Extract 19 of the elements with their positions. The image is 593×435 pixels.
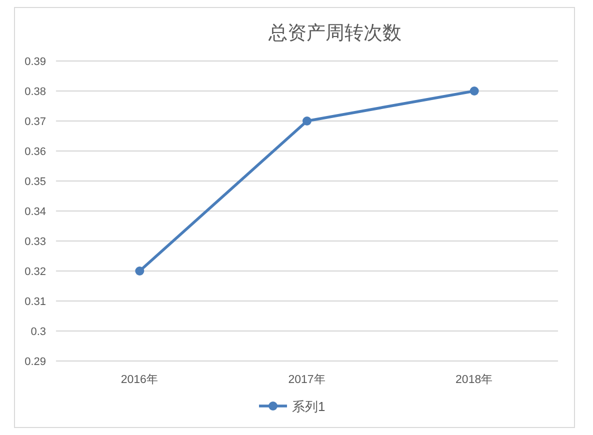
y-tick-label: 0.32 — [24, 266, 46, 278]
y-tick-label: 0.33 — [24, 236, 46, 248]
y-tick-label: 0.31 — [24, 296, 46, 308]
legend-label: 系列1 — [292, 399, 326, 414]
point — [135, 266, 144, 276]
y-tick-label: 0.29 — [24, 356, 46, 368]
point — [470, 86, 479, 96]
y-tick-label: 0.35 — [24, 176, 46, 188]
x-tick-label: 2016年 — [120, 373, 158, 386]
y-tick-label: 0.3 — [30, 326, 46, 338]
y-tick-label: 0.36 — [24, 146, 46, 158]
point — [302, 116, 312, 126]
x-tick-label: 2018年 — [456, 373, 494, 386]
y-tick-label: 0.38 — [24, 86, 46, 98]
x-tick-label: 2017年 — [288, 373, 326, 386]
y-tick-label: 0.39 — [24, 56, 46, 68]
y-tick-label: 0.37 — [24, 116, 46, 128]
chart-title: 总资产周转次数 — [268, 23, 402, 44]
y-tick-label: 0.34 — [24, 206, 46, 218]
